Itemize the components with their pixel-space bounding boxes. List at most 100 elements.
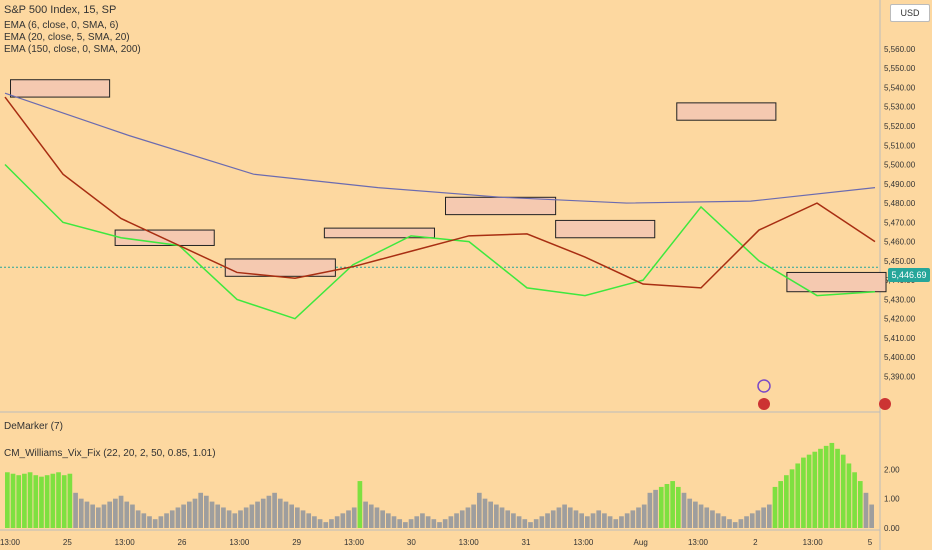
vix-bar — [135, 510, 141, 528]
y-tick-label: 5,460.00 — [884, 238, 916, 247]
vix-bar — [221, 507, 226, 528]
x-tick-label: 13:00 — [115, 538, 136, 547]
vix-bar — [95, 507, 101, 528]
y-tick-label: 5,450.00 — [884, 257, 916, 266]
vix-bar — [818, 448, 823, 528]
vix-bar — [863, 492, 869, 528]
vix-bar — [829, 442, 835, 528]
vix-bar — [545, 513, 550, 528]
vix-bar — [721, 516, 727, 528]
vix-bar — [16, 475, 22, 528]
vix-bar — [488, 501, 494, 528]
vix-bar — [471, 504, 476, 528]
vix-bar — [363, 501, 368, 528]
vix-bar — [516, 516, 522, 528]
vix-bar — [795, 463, 801, 528]
x-tick-label: Aug — [634, 538, 648, 547]
chart-title: S&P 500 Index, 15, SP — [4, 4, 117, 16]
vix-bar — [226, 510, 232, 528]
vix-bar — [124, 501, 130, 528]
supply-demand-zone — [114, 229, 215, 246]
vix-bar — [130, 504, 135, 528]
vix-bar — [249, 504, 255, 528]
vix-tick-label: 2.00 — [884, 465, 900, 474]
vix-bar — [459, 510, 465, 528]
x-tick-label: 5 — [868, 538, 873, 547]
last-price-tag: 5,446.69 — [888, 268, 930, 282]
x-tick-label: 25 — [63, 538, 72, 547]
vix-bar — [670, 481, 675, 528]
vix-bar — [289, 504, 294, 528]
currency-button[interactable]: USD — [890, 4, 930, 22]
vix-bar — [238, 510, 243, 528]
vix-bar — [295, 507, 300, 528]
vix-bar — [624, 513, 630, 528]
us-flag-icon — [879, 398, 891, 410]
vix-bar — [73, 492, 78, 528]
vix-bar — [351, 507, 357, 528]
vix-bar — [528, 522, 533, 528]
vix-bar — [329, 519, 334, 528]
vix-bar — [727, 519, 732, 528]
vix-bar — [556, 507, 562, 528]
vix-bar — [852, 472, 857, 528]
x-tick-label: 13:00 — [803, 538, 824, 547]
vix-bar — [607, 516, 613, 528]
y-tick-label: 5,540.00 — [884, 83, 916, 92]
y-tick-label: 5,420.00 — [884, 315, 916, 324]
legend-ema-150: EMA (150, close, 0, SMA, 200) — [4, 44, 141, 55]
vix-bar — [533, 519, 539, 528]
vix-bar — [630, 510, 636, 528]
y-tick-label: 5,520.00 — [884, 122, 916, 131]
vix-bar — [391, 516, 397, 528]
y-tick-label: 5,490.00 — [884, 180, 916, 189]
vix-bar — [300, 510, 306, 528]
supply-demand-zone — [10, 79, 111, 98]
vix-bar — [505, 510, 511, 528]
vix-bar — [147, 516, 152, 528]
vix-bar — [158, 516, 164, 528]
vix-bar — [579, 513, 584, 528]
x-tick-label: 13:00 — [573, 538, 594, 547]
vix-bar — [380, 510, 385, 528]
legend-ema-20: EMA (20, close, 5, SMA, 20) — [4, 32, 130, 43]
vix-bar — [152, 519, 158, 528]
vix-bar — [522, 519, 528, 528]
vix-bar — [766, 504, 772, 528]
vix-bar — [573, 510, 579, 528]
vix-bar — [209, 501, 215, 528]
vix-bar — [602, 513, 607, 528]
vix-bar — [118, 495, 124, 528]
us-flag-icon — [758, 398, 770, 410]
vix-bar — [585, 516, 590, 528]
legend-ema-6: EMA (6, close, 0, SMA, 6) — [4, 20, 119, 31]
vix-bar — [653, 489, 658, 528]
vix-bar — [340, 513, 346, 528]
vix-bar — [306, 513, 312, 528]
vix-tick-label: 1.00 — [884, 495, 900, 504]
vix-bar — [499, 507, 505, 528]
vix-bar — [33, 475, 39, 528]
vix-bar — [613, 519, 619, 528]
vix-bar — [22, 473, 27, 528]
vix-bar — [141, 513, 147, 528]
vix-bar — [494, 504, 499, 528]
vix-tick-label: 0.00 — [884, 524, 900, 533]
x-tick-label: 29 — [292, 538, 301, 547]
supply-demand-zone — [676, 102, 777, 121]
vix-bar — [812, 451, 818, 528]
vix-bar — [107, 501, 113, 528]
vix-bar — [772, 486, 778, 528]
y-tick-label: 5,510.00 — [884, 141, 916, 150]
vix-bar — [550, 510, 556, 528]
x-tick-label: 26 — [178, 538, 187, 547]
vix-bar — [312, 516, 317, 528]
vix-bar — [590, 513, 596, 528]
vix-bar — [266, 495, 272, 528]
vix-bar — [113, 498, 118, 528]
event-lightning-icon — [757, 379, 771, 393]
vix-bar — [698, 504, 704, 528]
vix-bar — [186, 501, 192, 528]
x-tick-label: 31 — [522, 538, 531, 547]
